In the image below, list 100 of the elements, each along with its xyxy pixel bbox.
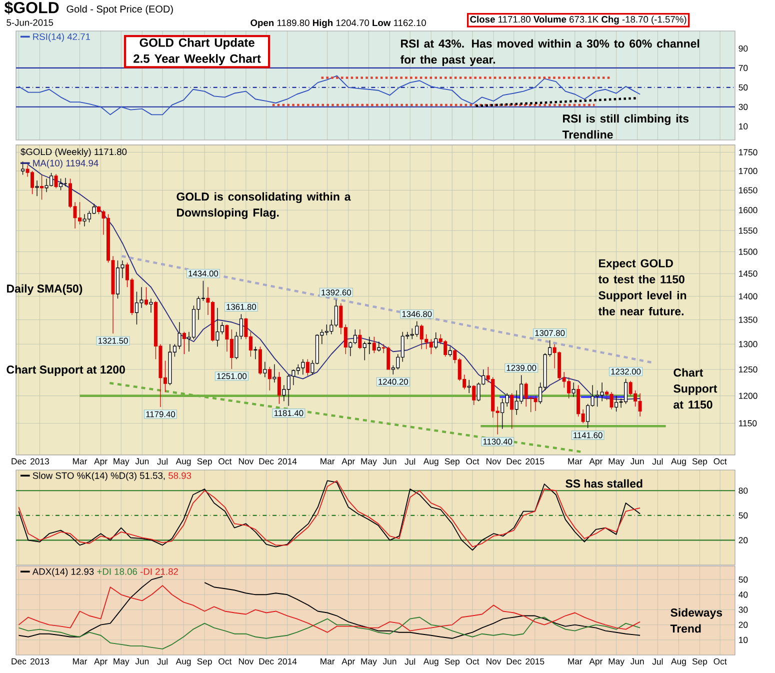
- x-tick-label: May: [114, 458, 130, 466]
- candlestick: [472, 384, 476, 406]
- annotation: 1240.20: [378, 378, 408, 385]
- y-tick-label: 1650: [739, 187, 758, 194]
- y-tick-label: 1700: [739, 168, 758, 174]
- annotation: 1251.00: [217, 373, 247, 380]
- x-tick-label: Jul: [157, 658, 168, 665]
- x-tick-label: 2014: [278, 458, 297, 464]
- text: Open 1189.80 High 1204.70 Low 1162.10: [250, 19, 426, 28]
- x-tick-label: Mar: [568, 658, 582, 664]
- candlestick: [306, 358, 310, 376]
- line-series: [18, 616, 641, 650]
- y-tick-label: 30: [738, 104, 748, 110]
- candlestick: [277, 372, 281, 404]
- x-tick-label: Jun: [135, 458, 149, 464]
- annotation: 1434.00: [188, 270, 218, 277]
- candlestick: [434, 332, 438, 350]
- x-tick-label: Oct: [466, 458, 480, 464]
- x-tick-label: Aug: [176, 458, 191, 466]
- y-tick-label: 1450: [739, 270, 758, 277]
- candlestick: [372, 336, 376, 354]
- x-tick-label: Jun: [382, 458, 396, 464]
- y-tick-label: 1550: [739, 228, 758, 234]
- y-tick-label: 1750: [739, 149, 758, 156]
- x-tick-label: May: [361, 658, 377, 666]
- text: Close 1171.80 Volume 673.1K Chg -18.70 (-1.57%): [470, 16, 686, 25]
- x-tick-label: Aug: [423, 658, 438, 666]
- candlestick: [149, 298, 153, 313]
- y-tick-label: 70: [738, 64, 748, 72]
- annotation: 1307.80: [535, 330, 565, 336]
- annotation: GOLD is consolidating within a Downsloping Flag.: [176, 192, 351, 219]
- legend-title: $GOLD (Weekly) 1171.80: [20, 148, 127, 157]
- y-tick-label: 50: [738, 84, 748, 90]
- x-tick-label: Jul: [404, 458, 416, 465]
- x-tick-label: 2014: [278, 658, 297, 664]
- y-tick-label: 10: [739, 123, 748, 130]
- candlestick: [263, 361, 267, 378]
- annotation: SS has stalled: [566, 479, 642, 488]
- x-tick-label: Oct: [714, 658, 727, 664]
- x-tick-label: Jul: [404, 658, 416, 665]
- x-tick-label: 2013: [30, 458, 49, 464]
- x-tick-label: Mar: [568, 458, 582, 464]
- legend-label: RSI(14) 42.71: [33, 33, 90, 42]
- y-tick-label: 20: [738, 537, 748, 544]
- y-tick-label: 1400: [739, 293, 758, 300]
- x-tick-label: 2015: [526, 458, 544, 464]
- x-tick-label: May: [608, 658, 624, 666]
- x-tick-label: May: [608, 458, 624, 466]
- x-tick-label: Jun: [630, 458, 644, 464]
- x-tick-label: Jun: [382, 658, 396, 664]
- candlestick: [467, 380, 471, 394]
- candlestick: [268, 366, 272, 391]
- text: 5-Jun-2015: [6, 19, 54, 26]
- x-tick-label: Dec: [12, 458, 26, 464]
- y-tick-label: 1200: [739, 392, 758, 399]
- x-tick-label: Sep: [692, 658, 708, 666]
- candlestick: [272, 364, 276, 383]
- candlestick: [258, 346, 262, 375]
- x-tick-label: Jul: [652, 458, 663, 465]
- legend-label: ADX(14) 12.93: [32, 568, 94, 577]
- y-tick-label: 80: [738, 488, 748, 494]
- annotation: 1181.40: [274, 410, 304, 416]
- annotation: RSI is still climbing its Trendline: [562, 114, 689, 139]
- text: +DI 18.06: [97, 568, 138, 575]
- x-tick-label: Apr: [342, 458, 355, 466]
- y-tick-label: 10: [739, 636, 748, 643]
- annotation: 1392.60: [322, 289, 352, 296]
- candlestick: [358, 329, 362, 350]
- x-tick-label: Dec: [259, 658, 274, 664]
- x-tick-label: Aug: [671, 458, 686, 466]
- y-tick-label: 50: [738, 512, 748, 518]
- x-tick-label: Apr: [94, 658, 108, 666]
- annotation: 1232.00: [611, 368, 641, 375]
- annotation: Expect GOLD to test the 1150 Support level in the near future.: [598, 259, 686, 316]
- x-tick-label: Oct: [466, 658, 480, 664]
- candlestick: [40, 174, 44, 200]
- y-tick-label: 1250: [739, 366, 758, 373]
- candlestick: [35, 180, 39, 196]
- x-tick-label: Aug: [176, 658, 191, 666]
- legend-label: Slow STO %K(14) %D(3) 51.53,: [32, 472, 165, 481]
- y-tick-label: 90: [738, 45, 748, 52]
- annotation: 1346.80: [402, 311, 432, 318]
- annotation: Chart Support at 1150: [674, 368, 718, 409]
- chart-title: $GOLD: [4, 1, 59, 14]
- annotation: Sideways Trend: [670, 608, 722, 633]
- series-label: -DI 21.82: [140, 568, 178, 575]
- x-tick-label: Nov: [238, 458, 254, 464]
- x-tick-label: Nov: [486, 658, 502, 664]
- annotation: 1141.60: [574, 432, 602, 438]
- annotation: GOLD Chart Update 2.5 Year Weekly Chart: [134, 38, 261, 66]
- x-tick-label: 2015: [526, 658, 544, 664]
- candlestick: [510, 392, 514, 430]
- x-tick-label: Sep: [197, 458, 212, 466]
- x-tick-label: 2013: [30, 658, 49, 664]
- x-tick-label: Jul: [157, 458, 168, 465]
- annotation: 1179.40: [146, 411, 176, 418]
- x-tick-label: Sep: [444, 658, 460, 666]
- x-tick-label: Aug: [423, 458, 438, 466]
- x-tick-label: May: [361, 458, 377, 466]
- annotation: Daily SMA(50): [7, 284, 82, 295]
